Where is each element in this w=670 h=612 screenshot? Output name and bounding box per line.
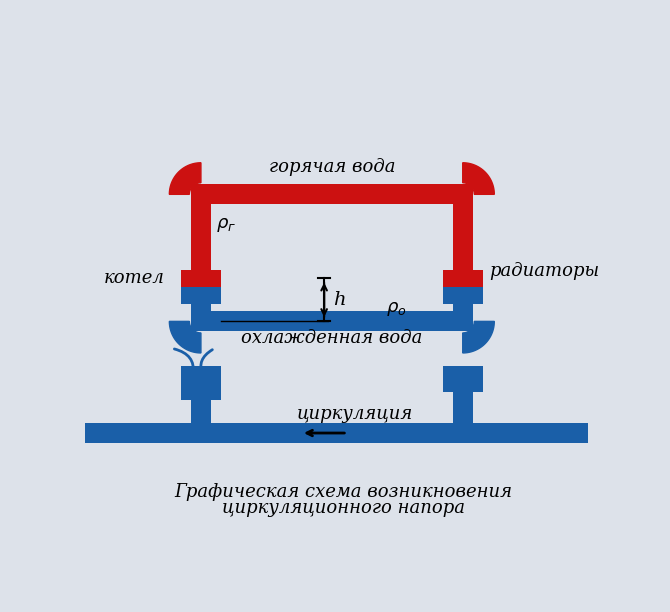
Bar	[201, 312, 463, 331]
Polygon shape	[463, 163, 494, 195]
Polygon shape	[463, 433, 670, 612]
Bar	[201, 184, 463, 204]
Bar	[76, 423, 473, 443]
Bar	[443, 366, 483, 392]
Text: циркуляция: циркуляция	[297, 405, 413, 423]
Bar	[191, 277, 211, 321]
Polygon shape	[0, 433, 201, 612]
Bar	[191, 184, 232, 204]
Bar	[201, 423, 463, 443]
Text: циркуляционного напора: циркуляционного напора	[222, 499, 465, 517]
Bar	[431, 312, 473, 331]
Bar	[181, 287, 221, 304]
Text: горячая вода: горячая вода	[269, 159, 395, 176]
Polygon shape	[463, 321, 494, 353]
Text: Графическая схема возникновения: Графическая схема возникновения	[174, 483, 513, 501]
Bar	[191, 423, 588, 443]
Bar	[431, 184, 473, 204]
Text: котел: котел	[104, 269, 165, 287]
Text: радиаторы: радиаторы	[489, 261, 599, 280]
Bar	[191, 312, 232, 331]
Bar	[443, 287, 483, 304]
Bar	[191, 373, 211, 433]
Bar	[181, 270, 221, 287]
Text: h: h	[334, 291, 346, 309]
Polygon shape	[0, 433, 201, 612]
Bar	[181, 366, 221, 400]
Polygon shape	[0, 433, 201, 612]
Polygon shape	[170, 321, 201, 353]
Bar	[453, 277, 473, 321]
Text: охлажденная вода: охлажденная вода	[241, 329, 423, 348]
Bar	[443, 270, 483, 287]
Polygon shape	[170, 163, 201, 195]
Text: $\rho_г$: $\rho_г$	[216, 216, 237, 234]
Bar	[453, 184, 473, 287]
Bar	[453, 373, 473, 433]
Bar	[191, 184, 211, 287]
Text: $\rho_о$: $\rho_о$	[386, 299, 406, 318]
